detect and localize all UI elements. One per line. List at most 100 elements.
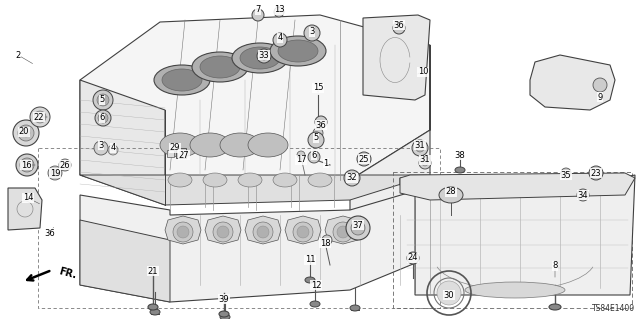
Text: 13: 13 [274,5,284,14]
Text: 11: 11 [305,256,316,264]
Circle shape [297,151,305,159]
Circle shape [51,169,59,177]
Text: 1: 1 [323,159,328,167]
Ellipse shape [549,304,561,310]
Ellipse shape [148,304,158,310]
Text: 30: 30 [444,291,454,300]
Bar [176,148,186,158]
Polygon shape [400,175,635,295]
Text: 25: 25 [359,154,369,164]
Circle shape [59,159,71,171]
Text: 39: 39 [219,294,229,303]
Text: 31: 31 [420,155,430,165]
Text: 5: 5 [99,95,104,105]
Circle shape [260,52,268,60]
Circle shape [593,78,607,92]
Circle shape [416,144,424,152]
Polygon shape [80,80,165,205]
Polygon shape [8,188,42,230]
Text: 4: 4 [110,144,116,152]
Text: 3: 3 [99,140,104,150]
Polygon shape [205,216,241,244]
Text: 36: 36 [316,121,326,130]
Text: 22: 22 [34,113,44,122]
Polygon shape [325,216,361,244]
Circle shape [93,90,113,110]
Circle shape [94,141,108,155]
Circle shape [589,166,603,180]
Circle shape [561,168,571,178]
Text: 20: 20 [19,128,29,137]
Text: 3: 3 [309,27,315,36]
Polygon shape [285,216,321,244]
Circle shape [252,9,264,21]
Circle shape [393,22,405,34]
Circle shape [437,281,461,305]
Ellipse shape [305,277,315,283]
Circle shape [346,216,370,240]
Circle shape [22,129,30,137]
Ellipse shape [278,40,318,62]
Text: 15: 15 [313,84,323,93]
Text: 2: 2 [15,50,20,60]
Circle shape [16,154,38,176]
Text: 38: 38 [454,151,465,160]
Circle shape [30,107,50,127]
Circle shape [97,94,109,106]
Circle shape [351,221,365,235]
Circle shape [412,140,428,156]
Circle shape [315,116,327,128]
Polygon shape [400,173,635,200]
Ellipse shape [240,47,280,69]
Text: 21: 21 [148,266,158,276]
Circle shape [308,132,324,148]
Circle shape [98,113,108,123]
Text: 14: 14 [23,194,33,203]
Text: 37: 37 [353,220,364,229]
Text: 8: 8 [552,262,557,271]
Circle shape [20,158,34,172]
Circle shape [357,152,371,166]
Polygon shape [80,185,435,302]
Polygon shape [80,175,430,205]
Polygon shape [530,55,615,110]
Circle shape [297,226,309,238]
Bar [393,172,632,308]
Ellipse shape [220,133,260,157]
Ellipse shape [465,282,565,298]
Circle shape [304,25,320,41]
Ellipse shape [270,36,326,66]
Polygon shape [80,15,430,180]
Circle shape [257,49,271,63]
Ellipse shape [160,133,200,157]
Ellipse shape [192,52,248,82]
Text: 5: 5 [314,133,319,143]
Text: 24: 24 [408,254,419,263]
Circle shape [333,222,353,242]
Ellipse shape [273,173,297,187]
Text: 36: 36 [394,20,404,29]
Ellipse shape [310,301,320,307]
Text: 34: 34 [578,190,588,199]
Text: 28: 28 [445,188,456,197]
Circle shape [322,235,332,245]
Circle shape [337,226,349,238]
Ellipse shape [200,56,240,78]
Text: 12: 12 [311,280,321,290]
Ellipse shape [154,65,210,95]
Circle shape [344,170,360,186]
Circle shape [273,33,287,47]
Text: FR.: FR. [58,266,78,280]
Ellipse shape [308,173,332,187]
Text: 26: 26 [60,160,70,169]
Text: 6: 6 [311,151,317,160]
Ellipse shape [162,69,202,91]
Circle shape [313,128,323,138]
Ellipse shape [439,187,463,203]
Text: 32: 32 [347,174,357,182]
Polygon shape [350,45,430,260]
Ellipse shape [238,173,262,187]
Circle shape [13,120,39,146]
Text: 23: 23 [591,168,602,177]
Text: 10: 10 [418,68,428,77]
